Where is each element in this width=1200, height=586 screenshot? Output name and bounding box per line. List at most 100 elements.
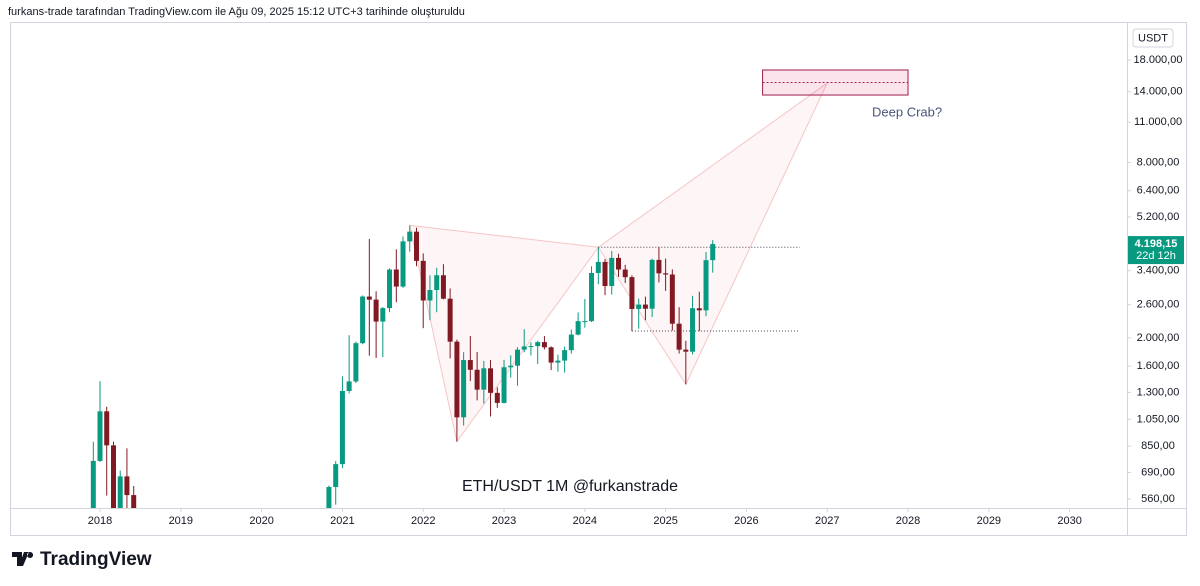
candle-body bbox=[515, 349, 521, 366]
y-tick-label: 18.000,00 bbox=[1134, 54, 1183, 66]
pattern-triangle bbox=[597, 81, 829, 386]
chart-frame bbox=[10, 22, 1187, 536]
candle-body bbox=[690, 308, 696, 352]
candle-body bbox=[602, 261, 608, 287]
candle-body bbox=[629, 277, 635, 309]
candle-body bbox=[683, 349, 689, 352]
y-tick-label: 3.400,00 bbox=[1137, 265, 1180, 277]
candle-body bbox=[461, 360, 467, 418]
candle-body bbox=[481, 368, 487, 390]
candle-body bbox=[669, 274, 675, 324]
candle-body bbox=[366, 296, 372, 300]
candle-body bbox=[326, 487, 332, 508]
candle-body bbox=[541, 342, 547, 348]
candle-body bbox=[447, 298, 453, 342]
candle-body bbox=[393, 269, 399, 287]
candle-body bbox=[575, 321, 581, 335]
candle-body bbox=[420, 260, 426, 301]
price-label: 4.198,15 bbox=[1135, 238, 1178, 250]
candle-body bbox=[117, 476, 123, 508]
candle-body bbox=[582, 321, 588, 323]
candle-body bbox=[104, 411, 110, 446]
candle-body bbox=[528, 346, 534, 348]
candle-body bbox=[609, 257, 615, 287]
annotation: Deep Crab? bbox=[872, 104, 942, 119]
currency: USDT bbox=[1138, 32, 1168, 44]
logo: TradingView bbox=[12, 549, 152, 570]
candle-body bbox=[595, 261, 601, 274]
x-tick-label: 2023 bbox=[492, 515, 516, 527]
y-tick-label: 1.600,00 bbox=[1137, 360, 1180, 372]
y-tick-label: 2.000,00 bbox=[1137, 332, 1180, 344]
candle-body bbox=[454, 341, 460, 418]
candle-body bbox=[380, 308, 386, 322]
candle-body bbox=[562, 350, 568, 361]
candle-body bbox=[427, 290, 433, 301]
candle-body bbox=[400, 241, 406, 287]
candle-body bbox=[548, 347, 554, 363]
candle-body bbox=[90, 460, 96, 508]
x-tick-label: 2026 bbox=[734, 515, 758, 527]
candle-body bbox=[616, 257, 622, 270]
plot bbox=[90, 69, 909, 508]
y-tick-label: 8.000,00 bbox=[1137, 156, 1180, 168]
candle-body bbox=[360, 296, 366, 344]
candle-body bbox=[333, 464, 339, 488]
candle-body bbox=[521, 346, 527, 350]
candle-body bbox=[434, 275, 440, 291]
y-tick-label: 6.400,00 bbox=[1137, 185, 1180, 197]
candle-body bbox=[555, 360, 561, 363]
x-tick-label: 2019 bbox=[169, 515, 193, 527]
x-tick-label: 2018 bbox=[88, 515, 112, 527]
currency-box[interactable] bbox=[1132, 28, 1174, 48]
y-tick-label: 11.000,00 bbox=[1134, 116, 1182, 128]
candle-body bbox=[474, 369, 480, 390]
footer-brand: TradingView bbox=[40, 549, 152, 570]
candle-body bbox=[622, 269, 628, 278]
candle-body bbox=[124, 476, 130, 496]
x-tick-label: 2024 bbox=[573, 515, 597, 527]
candle-body bbox=[387, 269, 393, 309]
x-tick-label: 2030 bbox=[1057, 515, 1081, 527]
y-tick-label: 14.000,00 bbox=[1134, 86, 1183, 98]
candle-body bbox=[111, 445, 117, 508]
candle-body bbox=[656, 259, 662, 274]
candle-body bbox=[663, 273, 669, 275]
y-tick-label: 560,00 bbox=[1141, 493, 1175, 505]
y-tick-label: 850,00 bbox=[1141, 440, 1175, 452]
candle-body bbox=[676, 323, 682, 350]
candle-body bbox=[710, 244, 716, 261]
candle-body bbox=[440, 275, 446, 299]
x-tick-label: 2020 bbox=[249, 515, 273, 527]
candle-body bbox=[131, 495, 137, 508]
y-tick-label: 5.200,00 bbox=[1137, 211, 1180, 223]
countdown: 22d 12h bbox=[1136, 250, 1176, 262]
candle-body bbox=[508, 365, 514, 368]
x-tick-label: 2021 bbox=[330, 515, 354, 527]
y-tick-label: 690,00 bbox=[1141, 466, 1175, 478]
candle-body bbox=[636, 304, 642, 309]
candle-body bbox=[414, 231, 420, 261]
candle-body bbox=[467, 360, 473, 370]
y-tick-label: 1.050,00 bbox=[1137, 413, 1180, 425]
x-tick-label: 2022 bbox=[411, 515, 435, 527]
price-label-box bbox=[1128, 236, 1184, 265]
candle-body bbox=[535, 342, 541, 347]
pattern-triangle bbox=[409, 224, 600, 443]
x-tick-label: 2027 bbox=[815, 515, 839, 527]
y-tick-label: 1.300,00 bbox=[1137, 386, 1180, 398]
y-tick-label: 2.600,00 bbox=[1137, 299, 1180, 311]
candle-body bbox=[97, 411, 103, 461]
candle-body bbox=[373, 299, 379, 322]
candle-body bbox=[353, 343, 359, 382]
candle-body bbox=[501, 367, 507, 403]
candle-body bbox=[494, 392, 500, 403]
candle-body bbox=[346, 381, 352, 391]
header: furkans-trade tarafından TradingView.com… bbox=[8, 6, 465, 18]
candle-body bbox=[649, 259, 655, 309]
candle-body bbox=[703, 260, 709, 311]
candle-body bbox=[696, 308, 702, 311]
candle-body bbox=[488, 368, 494, 393]
candle-body bbox=[589, 273, 595, 322]
